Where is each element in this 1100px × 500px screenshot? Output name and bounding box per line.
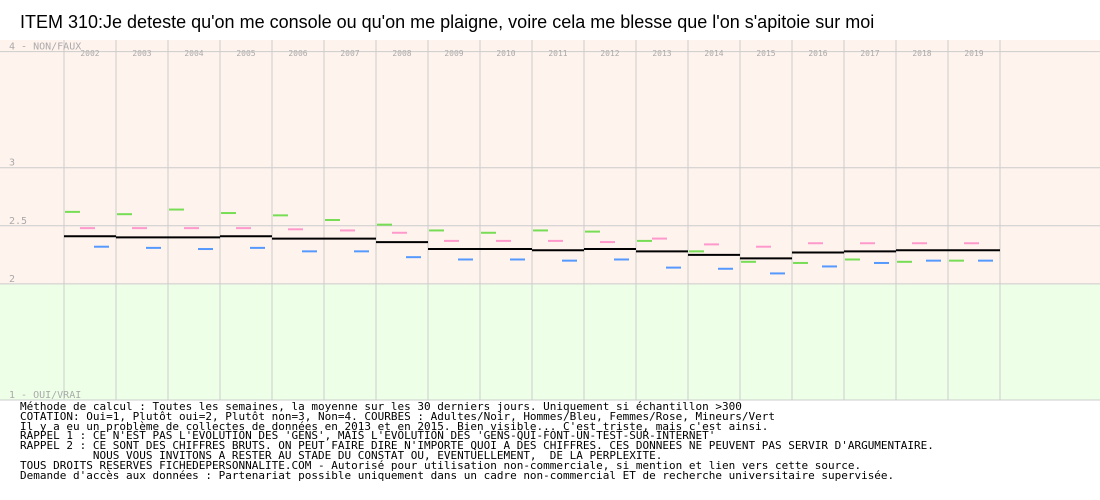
x-tick-label: 2005 bbox=[236, 49, 255, 58]
x-tick-label: 2016 bbox=[808, 49, 827, 58]
y-tick-label: 4 - NON/FAUX bbox=[9, 42, 81, 53]
note-line: Il y a eu un problème de collectes de do… bbox=[20, 419, 769, 433]
x-tick-label: 2013 bbox=[652, 49, 671, 58]
note-line: NOUS VOUS INVITONS A RESTER AU STADE DU … bbox=[20, 448, 663, 462]
x-tick-label: 2003 bbox=[132, 49, 151, 58]
x-tick-label: 2012 bbox=[600, 49, 619, 58]
y-tick-label: 1 - OUI/VRAI bbox=[9, 390, 81, 401]
x-tick-label: 2018 bbox=[912, 49, 931, 58]
notes-block: Méthode de calcul : Toutes les semaines,… bbox=[20, 400, 1095, 482]
x-tick-label: 2011 bbox=[548, 49, 567, 58]
y-tick-label: 2 bbox=[9, 274, 15, 285]
note-line: Méthode de calcul : Toutes les semaines,… bbox=[20, 400, 742, 413]
x-tick-label: 2006 bbox=[288, 49, 307, 58]
background-band bbox=[0, 283, 1100, 400]
x-tick-label: 2009 bbox=[444, 49, 463, 58]
x-tick-label: 2004 bbox=[184, 49, 203, 58]
y-tick-label: 3 bbox=[9, 158, 15, 169]
x-tick-label: 2019 bbox=[964, 49, 983, 58]
note-line: TOUS DROITS RESERVES FICHEDEPERSONNALITE… bbox=[20, 458, 862, 472]
background-band bbox=[0, 40, 1100, 226]
x-tick-label: 2008 bbox=[392, 49, 411, 58]
note-line: RAPPEL 2 : CE SONT DES CHIFFRES BRUTS. O… bbox=[20, 439, 934, 453]
background-band bbox=[0, 225, 1100, 284]
x-tick-label: 2017 bbox=[860, 49, 879, 58]
x-tick-label: 2010 bbox=[496, 49, 515, 58]
x-tick-label: 2002 bbox=[80, 49, 99, 58]
x-tick-label: 2015 bbox=[756, 49, 775, 58]
x-tick-label: 2007 bbox=[340, 49, 359, 58]
note-line: Demande d'accès aux données : Partenaria… bbox=[20, 468, 895, 482]
chart-title: ITEM 310:Je deteste qu'on me console ou … bbox=[20, 12, 875, 32]
note-line: RAPPEL 1 : CE N'EST PAS L'EVOLUTION DES … bbox=[20, 429, 716, 443]
note-line: COTATION: Oui=1, Plutôt oui=2, Plutôt no… bbox=[20, 409, 775, 423]
y-tick-label: 2.5 bbox=[9, 216, 27, 227]
x-tick-label: 2014 bbox=[704, 49, 723, 58]
